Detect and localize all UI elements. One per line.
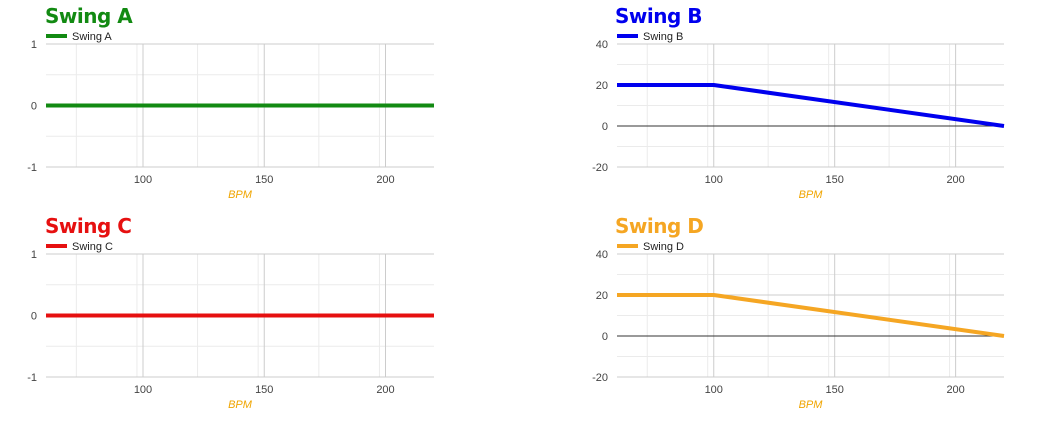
x-axis-label: BPM <box>799 399 824 411</box>
legend-label: Swing B <box>643 31 683 43</box>
chart-title: Swing C <box>45 214 132 238</box>
x-tick-label: 200 <box>946 384 964 396</box>
x-tick-label: 150 <box>826 174 844 186</box>
chart-panel-swing-a: Swing A 100 150 200 1 0 -1 Swing A BPM <box>0 0 500 210</box>
y-tick-label: 40 <box>596 39 608 51</box>
chart-title: Swing A <box>45 4 133 28</box>
chart-panel-swing-c: Swing C 100 150 200 1 0 -1 Swing C BPM <box>0 210 500 421</box>
x-axis-label: BPM <box>799 189 824 201</box>
legend-label: Swing A <box>72 31 112 43</box>
y-tick-label: -20 <box>592 372 608 384</box>
chart-panel-swing-d: Swing D 100 150 200 40 20 0 -20 Swing D BPM <box>570 210 1052 421</box>
legend-label: Swing C <box>72 241 113 253</box>
chart-panel-swing-b: Swing B 100 150 200 40 20 0 -20 Swing B BPM <box>570 0 1052 210</box>
y-tick-label: 1 <box>31 39 37 51</box>
y-tick-label: -1 <box>27 162 37 174</box>
x-tick-label: 200 <box>376 174 394 186</box>
chart-title: Swing B <box>615 4 703 28</box>
legend-label: Swing D <box>643 241 684 253</box>
x-tick-label: 100 <box>134 384 152 396</box>
chart-svg: 100 150 200 1 0 -1 Swing C BPM <box>27 241 434 411</box>
y-tick-label: -20 <box>592 162 608 174</box>
x-tick-label: 200 <box>946 174 964 186</box>
x-tick-label: 100 <box>705 174 723 186</box>
y-tick-label: 0 <box>602 331 608 343</box>
x-tick-label: 100 <box>705 384 723 396</box>
chart-title: Swing D <box>615 214 704 238</box>
y-tick-label: 0 <box>31 311 37 323</box>
x-tick-label: 200 <box>376 384 394 396</box>
y-tick-label: -1 <box>27 372 37 384</box>
y-tick-label: 40 <box>596 249 608 261</box>
x-axis-label: BPM <box>228 399 253 411</box>
y-tick-label: 20 <box>596 290 608 302</box>
y-tick-label: 20 <box>596 80 608 92</box>
y-tick-label: 1 <box>31 249 37 261</box>
x-tick-label: 150 <box>255 174 273 186</box>
y-tick-label: 0 <box>31 101 37 113</box>
series-line <box>617 83 1005 128</box>
chart-svg: 100 150 200 1 0 -1 Swing A BPM <box>27 31 434 201</box>
y-tick-label: 0 <box>602 121 608 133</box>
x-axis-label: BPM <box>228 189 253 201</box>
series-line <box>617 293 1005 338</box>
x-tick-label: 150 <box>255 384 273 396</box>
x-tick-label: 100 <box>134 174 152 186</box>
x-tick-label: 150 <box>826 384 844 396</box>
